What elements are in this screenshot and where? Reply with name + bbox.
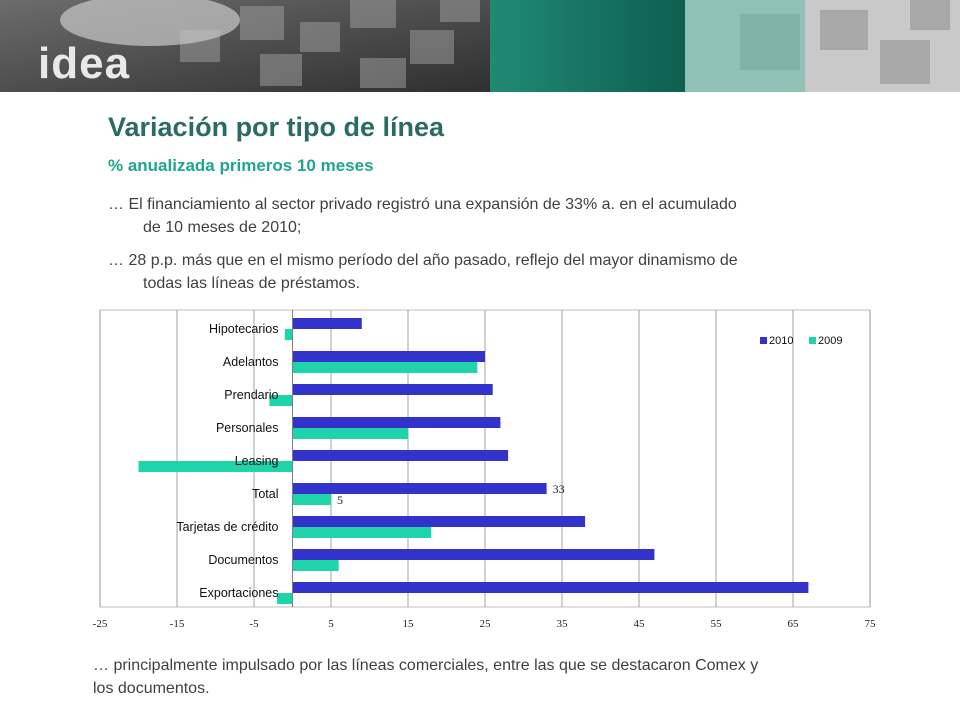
legend-label-2009: 2009 bbox=[818, 335, 842, 347]
paragraph-line: … principalmente impulsado por las línea… bbox=[93, 657, 759, 674]
bar-2009 bbox=[292, 560, 339, 571]
bar-2010 bbox=[292, 318, 362, 329]
category-label: Leasing bbox=[235, 454, 279, 468]
bar-2010 bbox=[292, 417, 501, 428]
category-label: Documentos bbox=[208, 553, 278, 567]
slide-subtitle: % anualizada primeros 10 meses bbox=[108, 156, 374, 175]
x-tick-label: -25 bbox=[93, 618, 108, 630]
data-label: 33 bbox=[553, 482, 565, 496]
x-tick-label: 55 bbox=[711, 618, 723, 630]
x-tick-label: 35 bbox=[557, 618, 569, 630]
x-tick-label: 65 bbox=[788, 618, 800, 630]
slide-title: Variación por tipo de línea bbox=[108, 112, 445, 142]
category-label: Adelantos bbox=[223, 355, 279, 369]
hand-shape bbox=[60, 0, 240, 46]
x-tick-label: 75 bbox=[865, 618, 877, 630]
paragraph-line: … 28 p.p. más que en el mismo período de… bbox=[108, 252, 738, 269]
category-label: Total bbox=[252, 487, 278, 501]
bar-2010 bbox=[292, 549, 655, 560]
bar-2010 bbox=[292, 582, 809, 593]
legend-swatch-2010 bbox=[760, 337, 767, 344]
x-tick-label: 45 bbox=[634, 618, 646, 630]
bar-2009 bbox=[292, 362, 478, 373]
category-label: Prendario bbox=[224, 388, 278, 402]
bar-2009 bbox=[277, 593, 293, 604]
legend-label-2010: 2010 bbox=[769, 335, 793, 347]
bar-2009 bbox=[138, 461, 293, 472]
x-tick-label: 15 bbox=[403, 618, 415, 630]
category-label: Personales bbox=[216, 421, 279, 435]
category-label: Exportaciones bbox=[199, 586, 278, 600]
bar-2010 bbox=[292, 351, 485, 362]
header-banner: idea bbox=[0, 0, 960, 92]
paragraph-line: los documentos. bbox=[93, 680, 210, 697]
paragraph-line: … El financiamiento al sector privado re… bbox=[108, 196, 737, 213]
bar-2009 bbox=[269, 395, 293, 406]
category-label: Hipotecarios bbox=[209, 322, 278, 336]
bar-2009 bbox=[292, 428, 408, 439]
idea-logo: idea bbox=[38, 39, 130, 88]
bar-2009 bbox=[284, 329, 293, 340]
bar-2010 bbox=[292, 516, 586, 527]
paragraph-financing: … El financiamiento al sector privado re… bbox=[108, 193, 868, 239]
paragraph-comparison: … 28 p.p. más que en el mismo período de… bbox=[108, 249, 868, 295]
paragraph-line: todas las líneas de préstamos. bbox=[143, 275, 361, 292]
bar-2010 bbox=[292, 384, 493, 395]
legend-swatch-2009 bbox=[809, 337, 816, 344]
bar-2010 bbox=[292, 483, 547, 494]
paragraph-line: de 10 meses de 2010; bbox=[143, 219, 302, 236]
bar-2010 bbox=[292, 450, 509, 461]
bar-2009 bbox=[292, 494, 331, 505]
x-tick-label: 25 bbox=[480, 618, 492, 630]
x-tick-label: -15 bbox=[170, 618, 185, 630]
paragraph-conclusion: … principalmente impulsado por las línea… bbox=[93, 654, 893, 700]
x-tick-label: 5 bbox=[328, 618, 334, 630]
bar-2009 bbox=[292, 527, 432, 538]
x-tick-label: -5 bbox=[249, 618, 259, 630]
data-label: 5 bbox=[337, 493, 343, 507]
banner-teal-block bbox=[490, 0, 685, 92]
category-label: Tarjetas de crédito bbox=[176, 520, 278, 534]
